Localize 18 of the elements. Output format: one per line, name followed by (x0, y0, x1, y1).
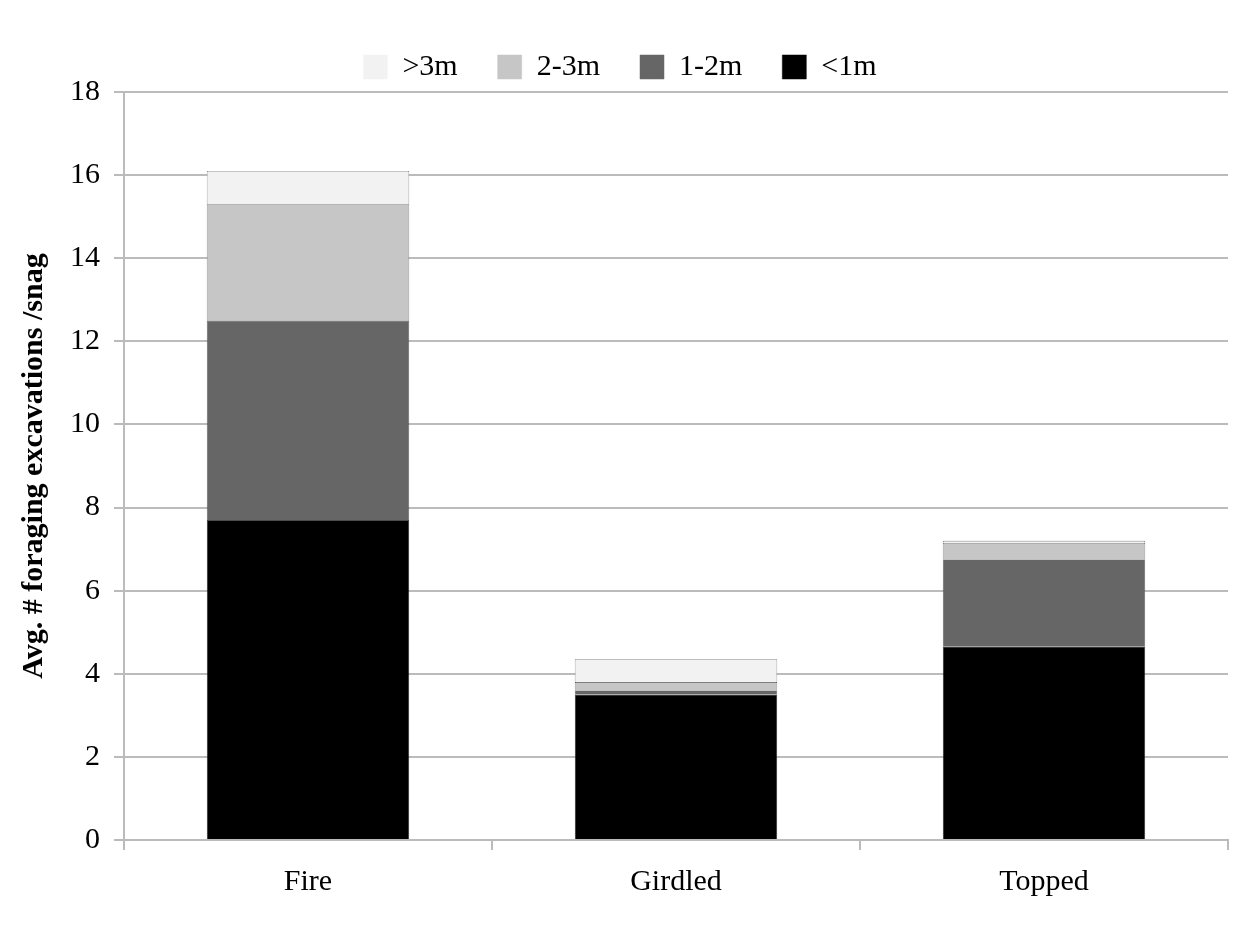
legend-label: <1m (821, 47, 877, 81)
x-tick-label: Fire (283, 862, 333, 896)
y-tick-label: 16 (70, 155, 100, 189)
y-tick-label: 8 (85, 488, 100, 522)
legend-label: 1-2m (679, 47, 743, 81)
x-tick-label: Topped (999, 862, 1089, 896)
y-tick-label: 6 (85, 571, 100, 605)
y-tick-label: 12 (70, 322, 100, 356)
legend-label: >3m (402, 47, 458, 81)
y-tick-label: 10 (70, 405, 100, 439)
y-tick-label: 14 (70, 239, 100, 273)
y-axis-title: Avg. # foraging excavations /snag (14, 253, 48, 679)
y-tick-label: 0 (85, 820, 100, 854)
y-tick-label: 4 (85, 654, 100, 688)
legend-label: 2-3m (536, 47, 600, 81)
y-tick-label: 2 (85, 737, 100, 771)
x-tick-label: Girdled (630, 862, 722, 896)
y-tick-label: 18 (70, 72, 100, 106)
